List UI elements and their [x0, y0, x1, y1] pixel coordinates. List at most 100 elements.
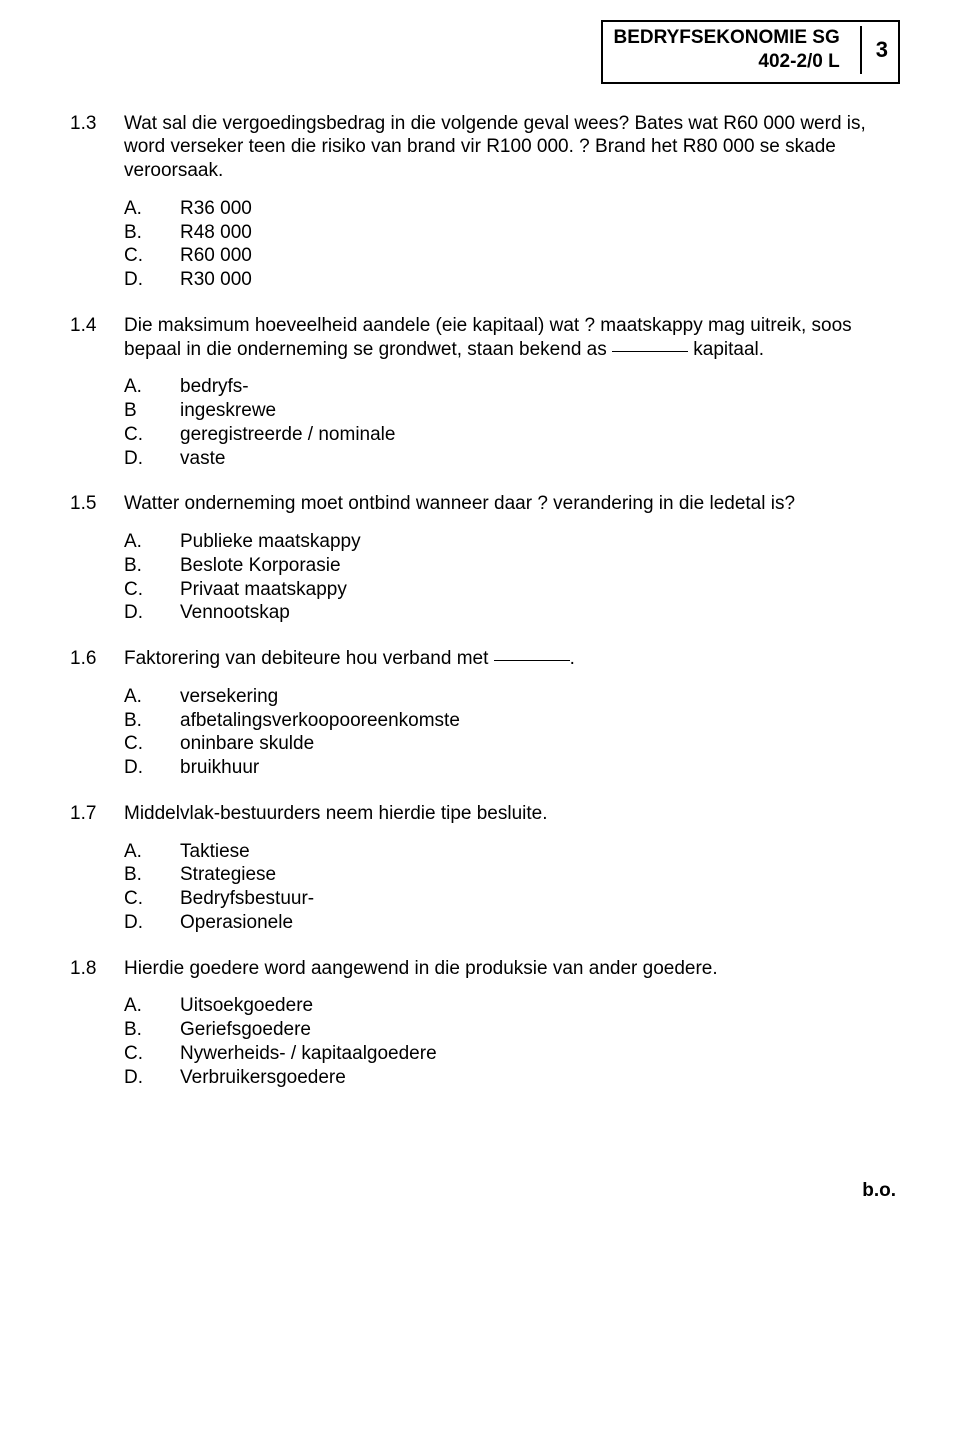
options-list: A.Publieke maatskappy B.Beslote Korporas… — [124, 530, 900, 625]
option-row: C.Privaat maatskappy — [124, 578, 900, 602]
option-label: A. — [124, 530, 180, 554]
question-number: 1.5 — [70, 492, 124, 625]
option-label: B. — [124, 221, 180, 245]
option-label: B. — [124, 554, 180, 578]
option-label: B. — [124, 863, 180, 887]
option-text: Taktiese — [180, 840, 900, 864]
option-text: Beslote Korporasie — [180, 554, 900, 578]
option-label: A. — [124, 197, 180, 221]
option-label: B. — [124, 1018, 180, 1042]
question-text-pre: Faktorering van debiteure hou verband me… — [124, 648, 494, 669]
option-row: C.geregistreerde / nominale — [124, 423, 900, 447]
option-text: bruikhuur — [180, 756, 900, 780]
question-block: 1.5 Watter onderneming moet ontbind wann… — [70, 492, 900, 625]
option-label: D. — [124, 756, 180, 780]
option-label: A. — [124, 375, 180, 399]
question-block: 1.3 Wat sal die vergoedingsbedrag in die… — [70, 112, 900, 292]
blank-line — [612, 351, 688, 352]
header-code: 402-2/0 L — [758, 50, 839, 74]
question-block: 1.8 Hierdie goedere word aangewend in di… — [70, 957, 900, 1090]
option-label: C. — [124, 732, 180, 756]
option-row: C.oninbare skulde — [124, 732, 900, 756]
options-list: A.bedryfs- Bingeskrewe C.geregistreerde … — [124, 375, 900, 470]
option-label: A. — [124, 685, 180, 709]
option-text: bedryfs- — [180, 375, 900, 399]
option-row: A.Publieke maatskappy — [124, 530, 900, 554]
question-text-post: kapitaal. — [688, 339, 764, 360]
option-row: B.Geriefsgoedere — [124, 1018, 900, 1042]
option-text: Uitsoekgoedere — [180, 994, 900, 1018]
option-row: C.Bedryfsbestuur- — [124, 887, 900, 911]
option-text: versekering — [180, 685, 900, 709]
question-body: Wat sal die vergoedingsbedrag in die vol… — [124, 112, 900, 292]
option-label: B. — [124, 709, 180, 733]
question-body: Watter onderneming moet ontbind wanneer … — [124, 492, 900, 625]
option-label: D. — [124, 447, 180, 471]
option-label: D. — [124, 911, 180, 935]
question-number: 1.8 — [70, 957, 124, 1090]
option-text: oninbare skulde — [180, 732, 900, 756]
option-text: Privaat maatskappy — [180, 578, 900, 602]
header-page-number: 3 — [860, 26, 888, 74]
option-text: R36 000 — [180, 197, 900, 221]
option-label: C. — [124, 578, 180, 602]
question-text: Watter onderneming moet ontbind wanneer … — [124, 493, 795, 514]
question-body: Die maksimum hoeveelheid aandele (eie ka… — [124, 314, 900, 471]
option-label: C. — [124, 423, 180, 447]
option-text: afbetalingsverkoopooreenkomste — [180, 709, 900, 733]
question-number: 1.7 — [70, 802, 124, 935]
option-row: A.versekering — [124, 685, 900, 709]
option-row: B.Beslote Korporasie — [124, 554, 900, 578]
question-body: Hierdie goedere word aangewend in die pr… — [124, 957, 900, 1090]
option-label: D. — [124, 1066, 180, 1090]
question-number: 1.4 — [70, 314, 124, 471]
option-label: C. — [124, 887, 180, 911]
option-text: R48 000 — [180, 221, 900, 245]
option-label: C. — [124, 244, 180, 268]
option-text: Operasionele — [180, 911, 900, 935]
header-title: BEDRYFSEKONOMIE SG — [613, 26, 839, 50]
question-body: Middelvlak-bestuurders neem hierdie tipe… — [124, 802, 900, 935]
option-row: A.R36 000 — [124, 197, 900, 221]
option-row: Bingeskrewe — [124, 399, 900, 423]
option-row: A.Taktiese — [124, 840, 900, 864]
header-left: BEDRYFSEKONOMIE SG 402-2/0 L — [613, 26, 859, 74]
option-row: D.Verbruikersgoedere — [124, 1066, 900, 1090]
option-row: D.R30 000 — [124, 268, 900, 292]
option-text: Strategiese — [180, 863, 900, 887]
option-text: Nywerheids- / kapitaalgoedere — [180, 1042, 900, 1066]
question-number: 1.3 — [70, 112, 124, 292]
option-label: D. — [124, 268, 180, 292]
option-row: D.bruikhuur — [124, 756, 900, 780]
header-box: BEDRYFSEKONOMIE SG 402-2/0 L 3 — [601, 20, 900, 84]
question-text: Middelvlak-bestuurders neem hierdie tipe… — [124, 803, 548, 824]
option-text: vaste — [180, 447, 900, 471]
option-row: C.Nywerheids- / kapitaalgoedere — [124, 1042, 900, 1066]
footer-text: b.o. — [70, 1179, 900, 1203]
blank-line — [494, 660, 570, 661]
option-row: D.Vennootskap — [124, 601, 900, 625]
option-label: C. — [124, 1042, 180, 1066]
option-text: Geriefsgoedere — [180, 1018, 900, 1042]
option-text: ingeskrewe — [180, 399, 900, 423]
option-label: A. — [124, 994, 180, 1018]
option-text: geregistreerde / nominale — [180, 423, 900, 447]
question-number: 1.6 — [70, 647, 124, 780]
option-text: Verbruikersgoedere — [180, 1066, 900, 1090]
question-text-post: . — [570, 648, 575, 669]
question-block: 1.4 Die maksimum hoeveelheid aandele (ei… — [70, 314, 900, 471]
option-row: D.Operasionele — [124, 911, 900, 935]
option-label: B — [124, 399, 180, 423]
option-row: B.Strategiese — [124, 863, 900, 887]
question-block: 1.7 Middelvlak-bestuurders neem hierdie … — [70, 802, 900, 935]
option-row: B.afbetalingsverkoopooreenkomste — [124, 709, 900, 733]
option-text: Bedryfsbestuur- — [180, 887, 900, 911]
options-list: A.R36 000 B.R48 000 C.R60 000 D.R30 000 — [124, 197, 900, 292]
option-text: Vennootskap — [180, 601, 900, 625]
question-text: Hierdie goedere word aangewend in die pr… — [124, 958, 718, 979]
option-row: B.R48 000 — [124, 221, 900, 245]
options-list: A.Taktiese B.Strategiese C.Bedryfsbestuu… — [124, 840, 900, 935]
option-text: Publieke maatskappy — [180, 530, 900, 554]
option-row: A.Uitsoekgoedere — [124, 994, 900, 1018]
option-row: C.R60 000 — [124, 244, 900, 268]
